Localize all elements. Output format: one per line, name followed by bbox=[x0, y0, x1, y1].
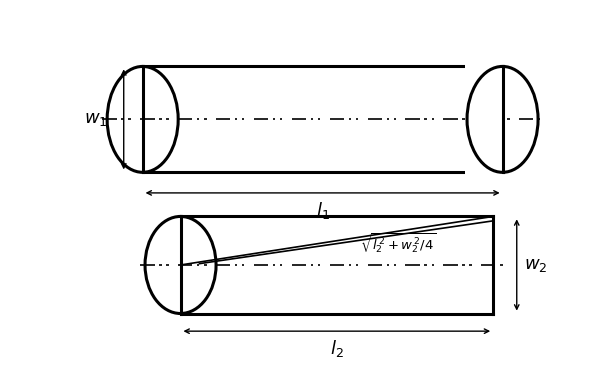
Bar bbox=[465, 63, 502, 175]
Text: $\sqrt{l_2^{\,2}+w_2^{\,2}/4}$: $\sqrt{l_2^{\,2}+w_2^{\,2}/4}$ bbox=[360, 231, 437, 255]
Text: $w_2$: $w_2$ bbox=[524, 256, 547, 274]
Text: $w_1$: $w_1$ bbox=[84, 110, 107, 128]
Text: $l_1$: $l_1$ bbox=[316, 200, 329, 221]
Text: $l_2$: $l_2$ bbox=[330, 338, 344, 359]
